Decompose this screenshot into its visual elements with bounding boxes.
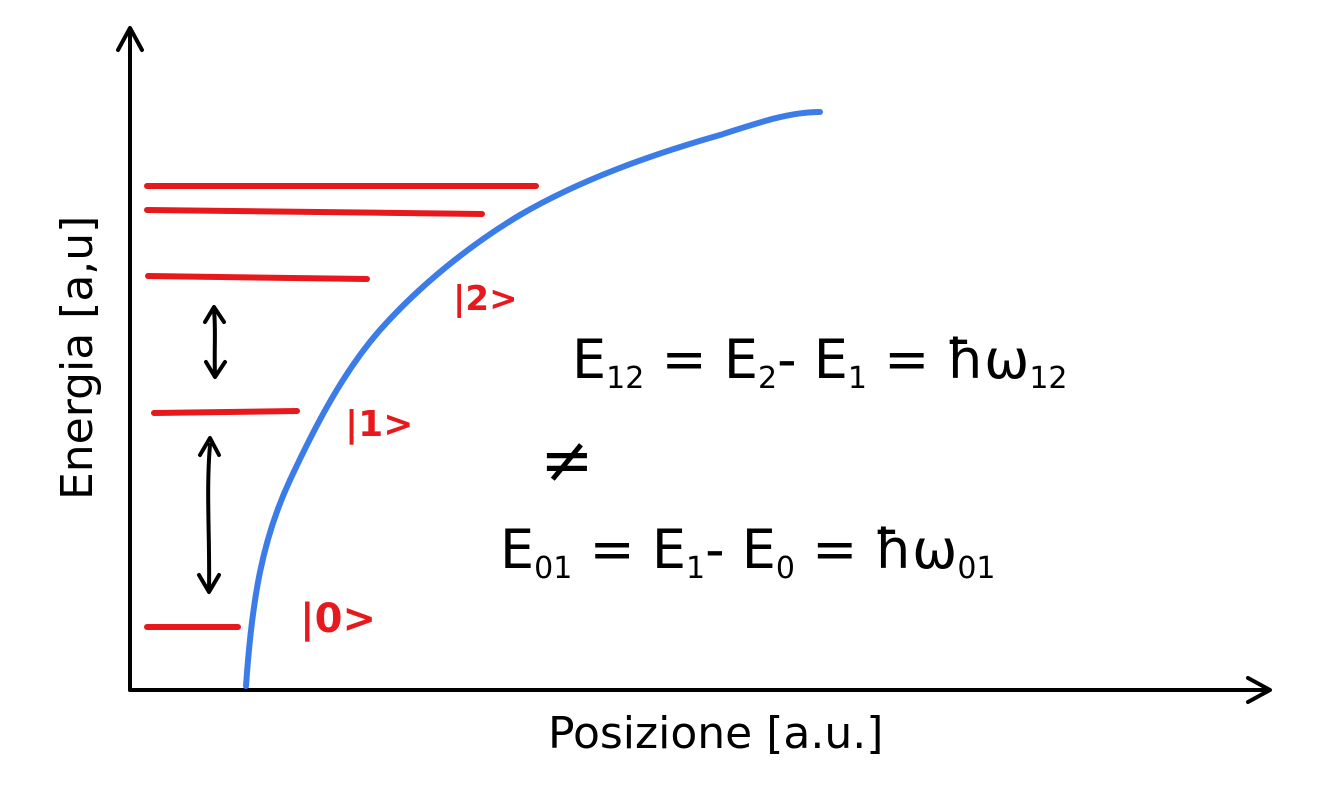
transition-arrow-12-head-top [203,305,226,324]
potential-curve [243,109,823,689]
level-label-2: |2> [453,279,518,319]
x-axis-arrowhead [1246,676,1272,704]
eq12-mid: = E [644,328,758,391]
eq12-mid2: - E [777,328,848,391]
eq01-end-sub: 01 [957,551,995,586]
eq12-prefix: E [572,328,606,391]
transition-arrow-12-head-bottom [204,360,227,379]
eq01-mid2-sub: 0 [776,551,795,586]
eq12-end-sub: 12 [1029,361,1067,396]
y-axis-label: Energia [a,u] [52,216,103,500]
not-equal-symbol: ≠ [540,424,594,498]
eq12-mid-sub: 2 [758,361,777,396]
transition-arrow-01 [206,443,212,592]
eq01-mid-sub: 1 [686,551,705,586]
y-axis-arrowhead [116,26,144,52]
transition-arrow-12 [212,308,217,377]
energy-levels [144,183,539,630]
eq01-end: = ħω [795,518,957,581]
transition-arrows [197,305,227,594]
eq12-end: = ħω [867,328,1029,391]
equation-e12: E12 = E2- E1 = ħω12 [572,328,1068,396]
transition-arrow-01-head-top [198,436,221,457]
energy-level-line [151,408,300,416]
axes [116,26,1272,704]
level-label-0: |0> [300,596,376,643]
x-axis-label: Posizione [a.u.] [548,708,883,759]
eq01-mid2: - E [705,518,776,581]
energy-level-line [144,207,485,217]
energy-level-line [145,273,370,282]
level-label-1: |1> [345,404,413,445]
transition-arrow-01-head-bottom [197,573,221,594]
eq01-sub: 01 [534,551,572,586]
equation-e01: E01 = E1- E0 = ħω01 [500,518,996,586]
eq12-mid2-sub: 1 [848,361,867,396]
eq01-prefix: E [500,518,534,581]
eq12-sub: 12 [606,361,644,396]
eq01-mid: = E [572,518,686,581]
